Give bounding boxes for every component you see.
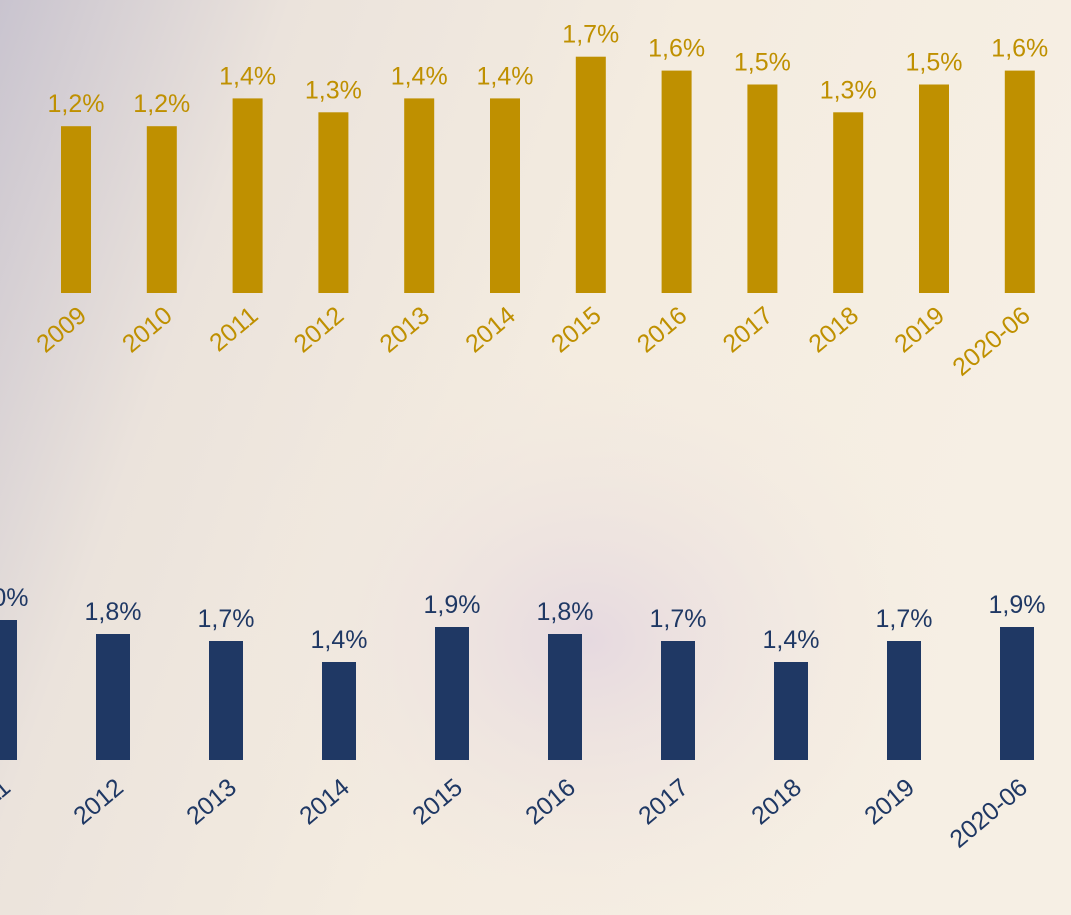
bar bbox=[1005, 71, 1035, 293]
value-label: 1,3% bbox=[820, 76, 877, 104]
value-label: 1,7% bbox=[876, 605, 933, 633]
bar bbox=[318, 112, 348, 293]
bar bbox=[662, 71, 692, 293]
bar bbox=[919, 85, 949, 294]
bar bbox=[1000, 627, 1034, 760]
chart: 1,2%20091,2%20101,4%20111,3%20121,4%2013… bbox=[0, 0, 1071, 915]
value-label: 1,7% bbox=[562, 21, 619, 49]
value-label: 1,6% bbox=[991, 35, 1048, 63]
value-label: 1,4% bbox=[391, 62, 448, 90]
bar bbox=[490, 98, 520, 293]
bar bbox=[404, 98, 434, 293]
bar bbox=[61, 126, 91, 293]
bar bbox=[435, 627, 469, 760]
bar bbox=[887, 641, 921, 760]
bar bbox=[322, 662, 356, 760]
bar bbox=[833, 112, 863, 293]
bar bbox=[209, 641, 243, 760]
value-label: 1,4% bbox=[763, 626, 820, 654]
value-label: 1,9% bbox=[989, 591, 1046, 619]
bar bbox=[233, 98, 263, 293]
bar bbox=[147, 126, 177, 293]
value-label: 1,7% bbox=[650, 605, 707, 633]
value-label: 1,2% bbox=[133, 90, 190, 118]
bar bbox=[0, 620, 17, 760]
bar bbox=[774, 662, 808, 760]
value-label: 1,6% bbox=[648, 35, 705, 63]
value-label: 1,9% bbox=[424, 591, 481, 619]
bar bbox=[747, 85, 777, 294]
bar bbox=[548, 634, 582, 760]
bar bbox=[96, 634, 130, 760]
value-label: 2,0% bbox=[0, 584, 28, 612]
value-label: 1,8% bbox=[537, 598, 594, 626]
value-label: 1,4% bbox=[477, 62, 534, 90]
value-label: 1,5% bbox=[734, 49, 791, 77]
bar bbox=[661, 641, 695, 760]
value-label: 1,4% bbox=[219, 62, 276, 90]
bar bbox=[576, 57, 606, 293]
value-label: 1,4% bbox=[311, 626, 368, 654]
page: 1,2%20091,2%20101,4%20111,3%20121,4%2013… bbox=[0, 0, 1071, 915]
value-label: 1,3% bbox=[305, 76, 362, 104]
value-label: 1,2% bbox=[48, 90, 105, 118]
value-label: 1,7% bbox=[198, 605, 255, 633]
value-label: 1,8% bbox=[85, 598, 142, 626]
value-label: 1,5% bbox=[906, 49, 963, 77]
